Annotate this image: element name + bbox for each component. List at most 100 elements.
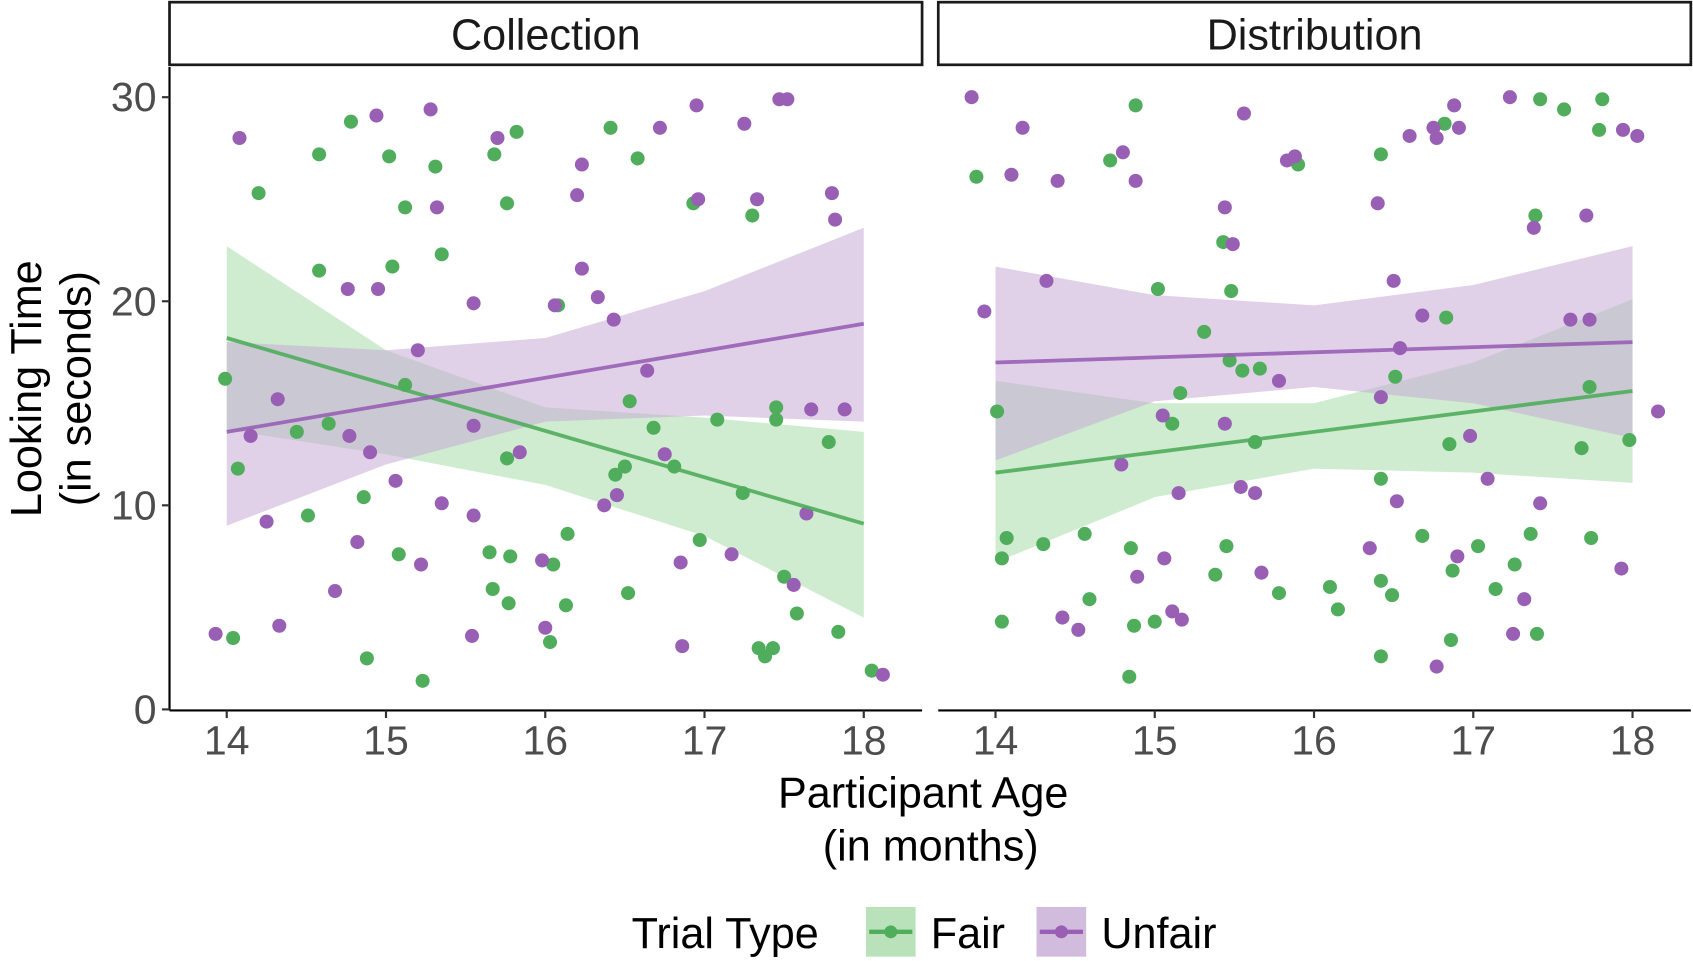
data-point-fair xyxy=(1582,379,1597,394)
data-point-fair xyxy=(485,581,500,597)
data-point-unfair xyxy=(1506,626,1521,641)
data-point-unfair xyxy=(804,402,819,417)
data-point-unfair xyxy=(1429,130,1444,146)
y-tick-label: 10 xyxy=(111,482,157,528)
data-point-unfair xyxy=(1004,167,1019,182)
data-point-fair xyxy=(1445,563,1460,578)
x-tick-label: 15 xyxy=(1132,718,1178,764)
y-tick-label: 0 xyxy=(134,686,157,732)
data-point-fair xyxy=(382,149,397,164)
data-point-fair xyxy=(289,424,304,439)
data-point-fair xyxy=(1507,557,1522,572)
data-point-unfair xyxy=(574,261,589,276)
data-point-unfair xyxy=(977,304,992,319)
data-point-unfair xyxy=(363,445,378,460)
x-tick-label: 18 xyxy=(841,718,887,764)
data-point-unfair xyxy=(512,445,527,460)
data-point-fair xyxy=(1197,324,1212,339)
data-point-fair xyxy=(560,526,575,541)
data-point-fair xyxy=(391,547,406,562)
panel-strip-title: Collection xyxy=(451,12,641,60)
y-axis-title-line2: (in seconds) xyxy=(53,271,101,506)
x-axis-title-line2: (in months) xyxy=(823,823,1039,871)
data-point-fair xyxy=(710,412,725,427)
data-point-fair xyxy=(312,263,327,278)
data-point-fair xyxy=(1385,588,1400,603)
data-point-unfair xyxy=(340,282,355,297)
legend-label-unfair: Unfair xyxy=(1101,910,1216,958)
data-point-unfair xyxy=(737,116,752,131)
data-point-unfair xyxy=(673,555,688,570)
data-point-unfair xyxy=(414,557,429,572)
data-point-fair xyxy=(1471,539,1486,554)
data-point-unfair xyxy=(535,553,550,568)
y-tick-label: 20 xyxy=(111,278,157,324)
data-point-unfair xyxy=(1463,428,1478,443)
data-point-fair xyxy=(1622,433,1637,448)
data-point-fair xyxy=(1219,539,1234,554)
data-point-fair xyxy=(428,159,443,174)
data-point-unfair xyxy=(1171,486,1186,501)
data-point-unfair xyxy=(1165,604,1180,619)
data-point-unfair xyxy=(1614,561,1629,576)
x-axis-title-line1: Participant Age xyxy=(778,770,1068,818)
data-point-unfair xyxy=(1071,622,1086,637)
data-point-fair xyxy=(1373,649,1388,664)
data-point-unfair xyxy=(1128,173,1143,188)
data-point-fair xyxy=(1574,441,1589,456)
legend-label-fair: Fair xyxy=(931,910,1005,958)
data-point-fair xyxy=(765,641,781,656)
data-point-unfair xyxy=(875,667,890,682)
data-point-fair xyxy=(1127,618,1142,633)
data-point-fair xyxy=(230,461,245,476)
data-point-fair xyxy=(1208,567,1223,582)
data-point-unfair xyxy=(652,120,667,135)
data-point-fair xyxy=(356,490,371,505)
data-point-unfair xyxy=(1130,569,1145,584)
data-point-fair xyxy=(500,196,515,211)
data-point-unfair xyxy=(1373,390,1388,405)
legend-title: Trial Type xyxy=(632,910,819,958)
data-point-fair xyxy=(218,371,233,386)
data-point-fair xyxy=(321,416,336,431)
data-point-fair xyxy=(1150,282,1165,297)
data-point-unfair xyxy=(1630,128,1645,143)
data-point-fair xyxy=(558,598,573,613)
data-point-fair xyxy=(1082,592,1097,607)
x-tick-label: 14 xyxy=(204,718,250,764)
data-point-unfair xyxy=(590,290,605,305)
data-point-unfair xyxy=(1615,122,1630,137)
data-point-unfair xyxy=(328,584,343,599)
data-point-unfair xyxy=(750,192,765,207)
data-point-unfair xyxy=(1157,551,1172,566)
data-point-fair xyxy=(1173,386,1188,401)
data-point-unfair xyxy=(243,428,258,443)
data-point-fair xyxy=(990,404,1005,419)
data-point-unfair xyxy=(1015,120,1030,135)
data-point-fair xyxy=(1122,669,1137,684)
data-point-fair xyxy=(999,530,1014,546)
x-tick-label: 17 xyxy=(682,718,728,764)
data-point-fair xyxy=(630,151,645,166)
x-tick-label: 16 xyxy=(1291,718,1337,764)
data-point-unfair xyxy=(570,188,585,203)
data-point-unfair xyxy=(1402,128,1417,143)
data-point-fair xyxy=(509,124,524,139)
data-point-fair xyxy=(503,549,518,564)
data-point-unfair xyxy=(410,343,425,358)
data-point-fair xyxy=(1557,102,1572,117)
data-point-fair xyxy=(1165,416,1180,431)
data-point-unfair xyxy=(1039,273,1054,288)
data-point-unfair xyxy=(691,192,706,207)
data-point-fair xyxy=(603,120,618,135)
fit-line-unfair xyxy=(995,340,1633,365)
data-point-unfair xyxy=(232,130,247,146)
panel-strip xyxy=(168,0,924,67)
data-point-fair xyxy=(769,412,784,427)
data-point-fair xyxy=(1373,573,1388,588)
data-point-unfair xyxy=(490,130,505,146)
data-point-fair xyxy=(1592,122,1607,137)
data-point-unfair xyxy=(1114,457,1129,472)
data-point-fair xyxy=(621,586,636,601)
data-point-unfair xyxy=(1650,404,1666,419)
